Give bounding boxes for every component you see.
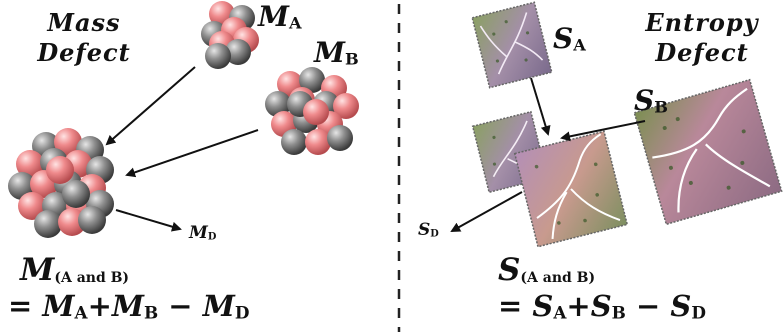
mass-equation-rhs: = MA+MB − MD bbox=[8, 289, 249, 323]
mass-eq-term-a: M bbox=[42, 289, 75, 323]
proton-ball bbox=[333, 93, 359, 119]
proton-ball bbox=[46, 156, 74, 184]
proton-ball bbox=[18, 192, 46, 220]
entropy-eq-term-a: S bbox=[532, 289, 554, 323]
entropy-tile-combined-icon bbox=[513, 130, 629, 248]
label-sd-sub: D bbox=[430, 228, 439, 240]
neutron-ball bbox=[281, 129, 307, 155]
mass-eq-term-d-sub: D bbox=[234, 302, 250, 323]
label-sd: SD bbox=[418, 220, 439, 240]
mass-equation-lhs-main: M bbox=[20, 252, 55, 288]
entropy-equation-rhs: = SA+SB − SD bbox=[498, 289, 706, 323]
neutron-ball bbox=[205, 43, 231, 69]
label-md: MD bbox=[189, 223, 216, 243]
mass-eq-term-b-sub: B bbox=[143, 302, 159, 323]
label-ma-sub: A bbox=[289, 13, 302, 33]
proton-ball bbox=[303, 99, 329, 125]
label-sa-sub: A bbox=[573, 35, 586, 55]
entropy-equation-lhs-sub: (A and B) bbox=[520, 270, 596, 287]
entropy-equation-lhs: S(A and B) bbox=[498, 252, 595, 288]
mass-eq-term-b: M bbox=[111, 289, 144, 323]
label-ma-main: M bbox=[258, 0, 289, 33]
nucleus-b-icon bbox=[265, 67, 359, 155]
arrow-mb-to-combined bbox=[125, 129, 259, 178]
label-mb-main: M bbox=[314, 36, 345, 69]
label-sb-sub: B bbox=[654, 97, 668, 117]
arrow-sb-to-combined bbox=[560, 120, 646, 142]
arrow-to-md bbox=[115, 209, 182, 232]
mass-equation-lhs-sub: (A and B) bbox=[54, 270, 130, 287]
neutron-ball bbox=[34, 210, 62, 238]
label-md-sub: D bbox=[207, 231, 217, 243]
entropy-eq-plus: + bbox=[566, 289, 591, 323]
mass-eq-term-d: M bbox=[202, 289, 235, 323]
entropy-eq-term-b: S bbox=[590, 289, 612, 323]
label-sa: SA bbox=[553, 22, 586, 55]
neutron-ball bbox=[299, 67, 325, 93]
label-sa-main: S bbox=[553, 22, 574, 55]
label-sb: SB bbox=[634, 84, 668, 117]
neutron-ball bbox=[265, 91, 291, 117]
entropy-eq-term-d: S bbox=[670, 289, 692, 323]
entropy-defect-title-line1: Entropy bbox=[645, 8, 759, 37]
neutron-ball bbox=[327, 125, 353, 151]
entropy-tile-b-icon bbox=[633, 78, 783, 226]
mass-eq-term-a-sub: A bbox=[74, 302, 88, 323]
neutron-ball bbox=[78, 206, 106, 234]
label-sd-main: S bbox=[418, 220, 431, 240]
label-mb: MB bbox=[314, 36, 359, 69]
proton-ball bbox=[16, 150, 44, 178]
mass-eq-equals: = bbox=[8, 289, 43, 323]
mass-defect-title: Mass Defect bbox=[14, 8, 154, 68]
entropy-eq-term-d-sub: D bbox=[691, 302, 706, 323]
label-ma: MA bbox=[258, 0, 302, 33]
nucleus-combined-icon bbox=[8, 128, 114, 238]
entropy-eq-term-a-sub: A bbox=[553, 302, 567, 323]
nucleus-a-icon bbox=[201, 1, 259, 69]
label-mb-sub: B bbox=[345, 49, 359, 69]
entropy-tile-a-icon bbox=[471, 1, 553, 89]
neutron-ball bbox=[225, 39, 251, 65]
entropy-eq-equals: = bbox=[498, 289, 533, 323]
entropy-eq-minus: − bbox=[625, 289, 671, 323]
label-md-main: M bbox=[189, 223, 208, 243]
entropy-equation-lhs-main: S bbox=[498, 252, 521, 288]
entropy-eq-term-b-sub: B bbox=[611, 302, 626, 323]
proton-ball bbox=[54, 128, 82, 156]
entropy-defect-title: Entropy Defect bbox=[622, 8, 782, 68]
arrow-to-sd bbox=[450, 191, 523, 232]
arrow-sa-to-combined bbox=[530, 77, 551, 136]
entropy-defect-title-line2: Defect bbox=[655, 38, 749, 67]
mass-eq-plus: + bbox=[87, 289, 112, 323]
mass-equation-lhs: M(A and B) bbox=[20, 252, 129, 288]
label-sb-main: S bbox=[634, 84, 655, 117]
mass-defect-title-line1: Mass bbox=[47, 8, 121, 37]
mass-eq-minus: − bbox=[158, 289, 203, 323]
mass-defect-title-line2: Defect bbox=[37, 38, 131, 67]
neutron-ball bbox=[62, 180, 90, 208]
arrow-ma-to-combined bbox=[105, 66, 196, 146]
proton-ball bbox=[305, 129, 331, 155]
